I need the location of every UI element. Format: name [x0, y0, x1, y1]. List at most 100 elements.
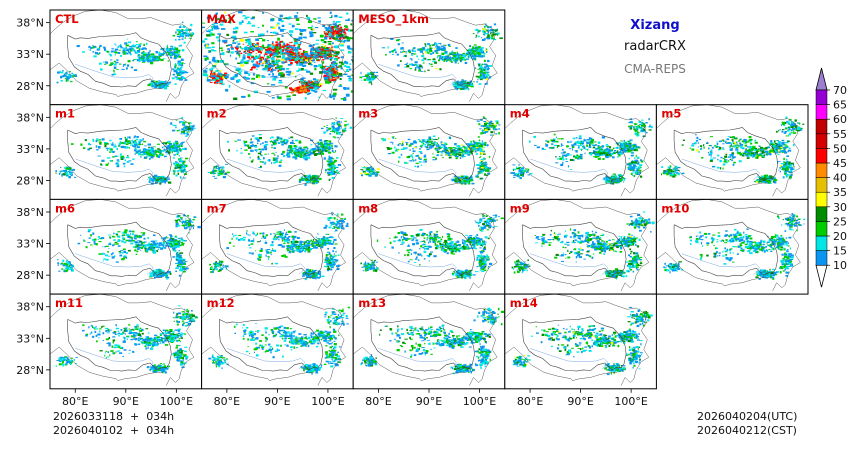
- echo-cell: [175, 119, 178, 121]
- echo-cell: [332, 151, 336, 153]
- echo-cell: [331, 94, 336, 97]
- boundary-line: [353, 10, 498, 102]
- echo-cell: [211, 46, 215, 48]
- echo-cell: [345, 19, 350, 21]
- echo-cell: [297, 151, 299, 153]
- echo-cell: [211, 172, 214, 175]
- echo-cell: [183, 133, 186, 135]
- echo-cell: [176, 29, 180, 31]
- echo-cell: [277, 37, 280, 41]
- echo-cell: [175, 62, 177, 65]
- echo-cell: [254, 146, 258, 148]
- echo-cell: [140, 48, 144, 50]
- echo-cell: [484, 37, 488, 39]
- echo-cell: [214, 73, 217, 75]
- echo-cell: [65, 76, 68, 77]
- echo-cell: [473, 44, 477, 46]
- echo-cell: [101, 138, 105, 141]
- echo-cell: [175, 55, 178, 58]
- echo-cell: [158, 85, 160, 87]
- echo-cell: [172, 47, 174, 49]
- echo-cell: [113, 70, 115, 73]
- echo-cell: [461, 79, 463, 81]
- echo-cell: [151, 179, 153, 182]
- echo-cell: [128, 160, 132, 162]
- echo-cell: [90, 47, 93, 49]
- echo-cell: [224, 72, 228, 75]
- echo-cell: [189, 122, 193, 124]
- echo-cell: [481, 69, 483, 72]
- echo-cell: [325, 68, 328, 70]
- echo-cell: [307, 83, 309, 85]
- echo-cell: [93, 55, 97, 58]
- echo-cell: [129, 46, 132, 48]
- echo-cell: [308, 63, 312, 65]
- echo-cell: [211, 49, 214, 52]
- echo-cell: [333, 46, 335, 48]
- echo-cell: [315, 80, 319, 82]
- echo-cell: [134, 135, 137, 138]
- echo-cell: [188, 28, 192, 31]
- echo-cell: [254, 137, 258, 140]
- echo-cell: [347, 51, 352, 54]
- echo-cell: [338, 34, 343, 37]
- echo-cell: [125, 143, 129, 146]
- echo-cell: [246, 144, 250, 147]
- echo-cell: [151, 151, 153, 153]
- echo-cell: [120, 47, 124, 49]
- echo-cell: [317, 150, 319, 152]
- echo-cell: [285, 139, 288, 142]
- echo-cell: [166, 85, 169, 87]
- echo-cell: [236, 52, 239, 54]
- echo-cell: [277, 47, 279, 49]
- echo-cell: [218, 168, 220, 170]
- echo-cell: [468, 84, 471, 87]
- echo-cell: [447, 43, 451, 46]
- echo-cell: [299, 155, 303, 158]
- echo-cell: [225, 172, 227, 175]
- echo-cell: [270, 53, 273, 54]
- echo-cell: [283, 17, 288, 19]
- echo-cell: [309, 82, 312, 84]
- echo-cell: [212, 79, 216, 81]
- echo-cell: [296, 64, 301, 66]
- echo-cell: [320, 151, 323, 153]
- echo-cell: [113, 60, 116, 63]
- echo-cell: [447, 54, 450, 56]
- echo-cell: [287, 46, 290, 48]
- echo-cell: [462, 81, 466, 83]
- echo-cell: [212, 56, 216, 60]
- echo-cell: [252, 48, 254, 51]
- echo-cell: [326, 47, 328, 50]
- echo-cell: [299, 89, 303, 92]
- echo-cell: [136, 136, 139, 138]
- echo-cell: [175, 68, 179, 71]
- echo-cell: [254, 56, 259, 60]
- echo-cell: [152, 150, 156, 153]
- echo-cell: [322, 48, 325, 50]
- echo-cell: [328, 26, 332, 30]
- echo-cell: [174, 66, 176, 69]
- echo-cell: [332, 73, 336, 76]
- echo-cell: [404, 64, 408, 65]
- echo-cell: [192, 32, 194, 34]
- echo-cell: [332, 88, 338, 91]
- echo-cell: [68, 168, 72, 170]
- echo-cell: [311, 25, 313, 28]
- echo-cell: [292, 57, 294, 60]
- echo-cell: [286, 95, 291, 98]
- echo-cell: [143, 152, 147, 155]
- echo-cell: [267, 61, 270, 64]
- echo-cell: [482, 73, 486, 76]
- echo-cell: [309, 35, 313, 38]
- echo-cell: [486, 72, 489, 74]
- echo-cell: [184, 37, 186, 39]
- echo-cell: [329, 29, 332, 31]
- echo-cell: [109, 54, 112, 57]
- echo-cell: [359, 76, 363, 79]
- echo-cell: [176, 170, 179, 172]
- echo-cell: [293, 49, 295, 52]
- echo-cell: [220, 77, 223, 79]
- echo-cell: [174, 46, 176, 48]
- echo-cell: [329, 65, 332, 67]
